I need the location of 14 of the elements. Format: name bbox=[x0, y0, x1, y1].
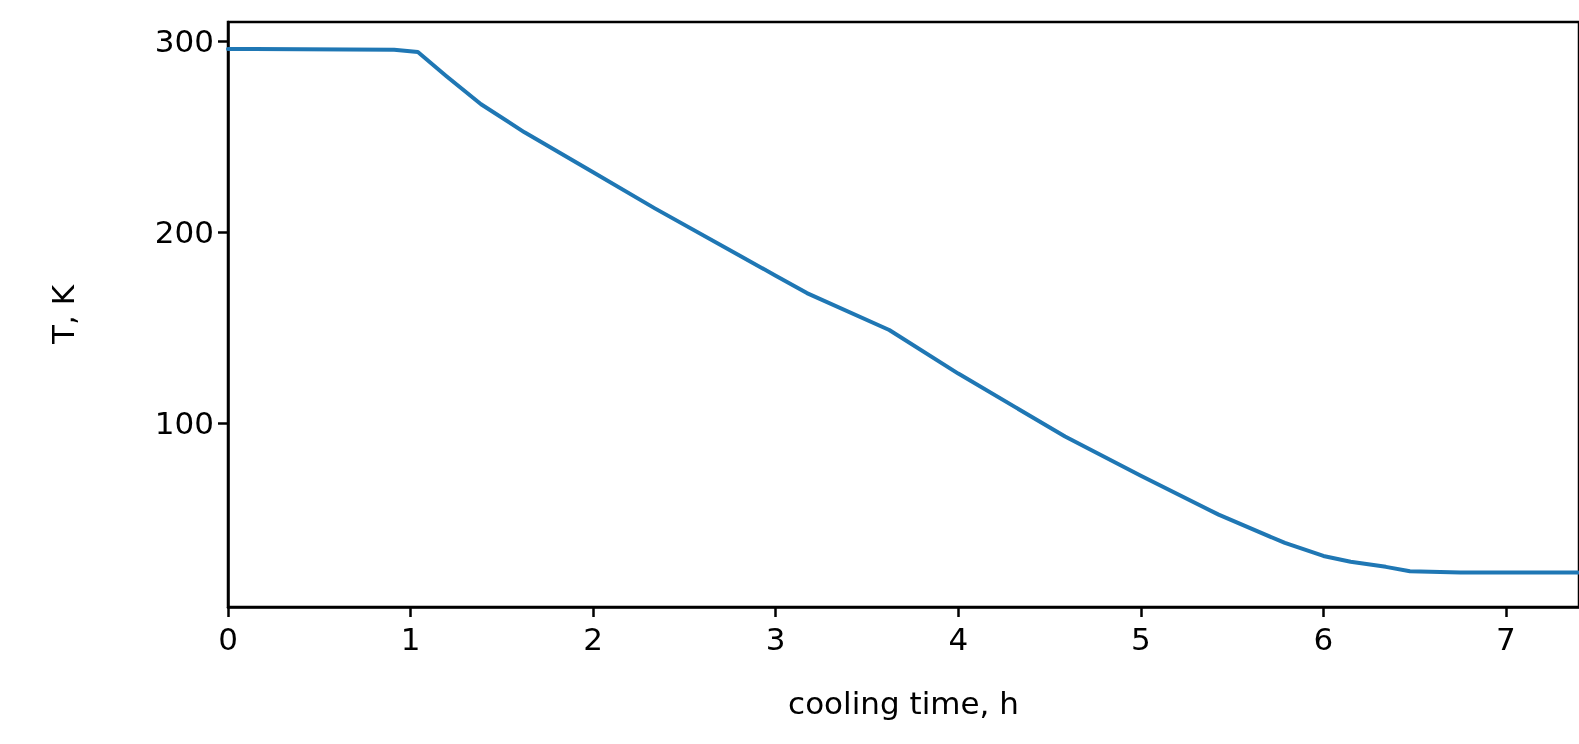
x-tick-label: 2 bbox=[583, 620, 603, 657]
x-tick-label: 5 bbox=[1130, 620, 1151, 657]
y-tick-label: 200 bbox=[154, 214, 214, 251]
line-series bbox=[226, 46, 1579, 575]
x-tick-label: 1 bbox=[400, 620, 421, 657]
y-tick-label: 100 bbox=[154, 405, 214, 442]
x-tick-label: 4 bbox=[948, 620, 969, 657]
y-axis-title: T, K bbox=[44, 284, 81, 345]
x-tick-label: 0 bbox=[218, 620, 238, 657]
y-tick-label: 300 bbox=[154, 23, 214, 60]
x-axis-title: cooling time, h bbox=[788, 684, 1019, 721]
x-tick-label: 7 bbox=[1496, 620, 1516, 657]
x-tick-label: 3 bbox=[765, 620, 786, 657]
x-tick-label: 6 bbox=[1313, 620, 1334, 657]
